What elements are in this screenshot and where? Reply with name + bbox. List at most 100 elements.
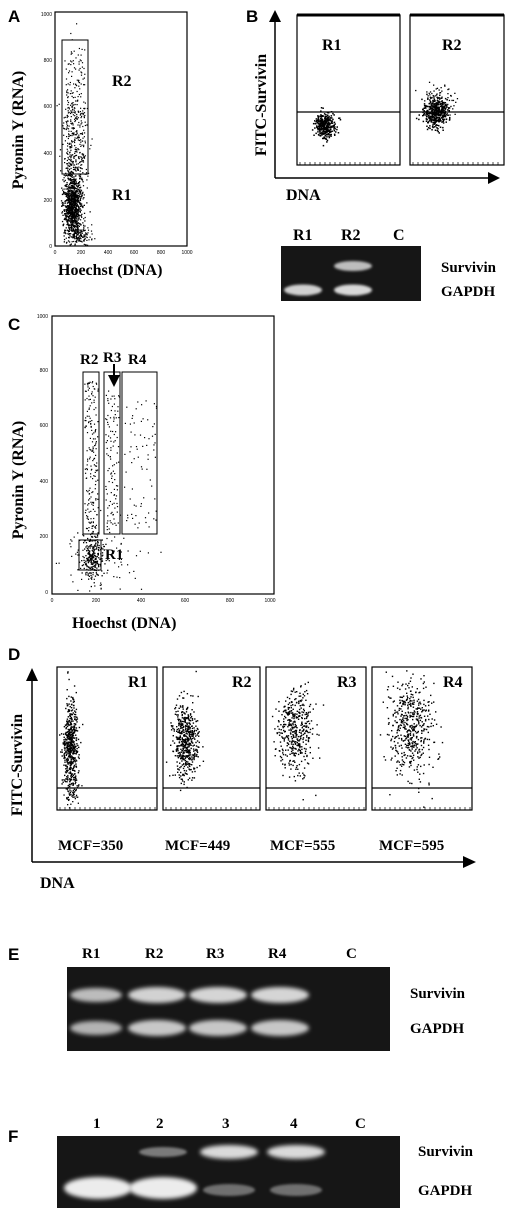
scatter-dot: [433, 97, 435, 99]
scatter-dot: [190, 725, 193, 727]
scatter-dot: [131, 417, 133, 419]
scatter-dot: [149, 479, 151, 481]
scatter-dot: [304, 713, 306, 716]
panel-b-gel-lane-label: R1: [293, 227, 313, 244]
scatter-dot: [66, 765, 68, 768]
scatter-dot: [283, 723, 286, 726]
scatter-dot: [282, 753, 285, 756]
scatter-dot: [75, 149, 77, 151]
scatter-dot: [116, 489, 118, 491]
scatter-dot: [63, 202, 65, 204]
scatter-dot: [65, 200, 67, 202]
scatter-dot: [195, 735, 197, 737]
scatter-dot: [397, 752, 399, 755]
scatter-dot: [72, 732, 75, 734]
scatter-dot: [67, 735, 70, 737]
scatter-dot: [296, 742, 298, 744]
scatter-dot: [140, 466, 143, 468]
scatter-dot: [316, 724, 318, 726]
scatter-dot: [87, 573, 89, 575]
scatter-dot: [197, 756, 199, 758]
scatter-dot: [74, 745, 77, 748]
scatter-dot: [73, 766, 75, 768]
scatter-dot: [418, 707, 421, 709]
scatter-dot: [89, 522, 91, 524]
scatter-dot: [77, 231, 79, 233]
scatter-dot: [81, 193, 83, 195]
scatter-dot: [72, 699, 75, 701]
scatter-dot: [91, 233, 93, 235]
scatter-dot: [433, 116, 436, 119]
scatter-dot: [91, 382, 93, 384]
scatter-dot: [66, 183, 68, 186]
scatter-dot: [403, 751, 405, 754]
scatter-dot: [68, 63, 70, 65]
scatter-dot: [437, 97, 440, 99]
scatter-dot: [67, 193, 69, 195]
scatter-dot: [76, 190, 79, 192]
scatter-dot: [72, 791, 74, 793]
scatter-dot: [95, 545, 97, 547]
scatter-dot: [394, 755, 396, 757]
scatter-dot: [423, 107, 425, 109]
scatter-dot: [403, 726, 406, 729]
scatter-dot: [145, 400, 147, 402]
scatter-dot: [402, 740, 405, 742]
scatter-dot: [182, 706, 184, 708]
scatter-dot: [420, 678, 422, 680]
scatter-dot: [181, 717, 184, 719]
scatter-dot: [77, 183, 79, 185]
scatter-dot: [68, 237, 70, 239]
scatter-dot: [422, 752, 424, 754]
scatter-dot: [77, 156, 80, 158]
scatter-dot: [70, 721, 72, 723]
scatter-dot: [72, 211, 74, 213]
scatter-dot: [399, 718, 401, 721]
scatter-dot: [67, 796, 69, 798]
scatter-dot: [82, 112, 84, 114]
scatter-dot: [86, 571, 88, 574]
scatter-dot: [295, 735, 297, 737]
scatter-dot: [74, 236, 76, 238]
scatter-dot: [306, 730, 308, 733]
scatter-dot: [290, 729, 292, 731]
scatter-dot: [69, 197, 71, 200]
scatter-dot: [72, 128, 74, 130]
scatter-dot: [76, 222, 78, 224]
scatter-dot: [421, 724, 424, 727]
scatter-dot: [449, 118, 451, 120]
scatter-dot: [175, 711, 177, 713]
scatter-dot: [70, 159, 72, 161]
scatter-dot: [423, 103, 426, 105]
scatter-dot: [68, 703, 70, 705]
scatter-dot: [83, 156, 85, 158]
scatter-dot: [80, 107, 82, 109]
scatter-dot: [328, 126, 330, 129]
scatter-dot: [67, 790, 69, 792]
scatter-dot: [105, 543, 107, 545]
scatter-dot: [404, 712, 407, 714]
scatter-dot: [401, 705, 403, 707]
scatter-dot: [88, 172, 90, 174]
scatter-dot: [326, 130, 328, 133]
scatter-dot: [65, 727, 67, 730]
scatter-dot: [293, 714, 295, 716]
scatter-dot: [174, 755, 177, 757]
scatter-dot: [67, 97, 69, 99]
scatter-dot: [411, 748, 413, 750]
scatter-dot: [74, 723, 77, 725]
scatter-dot: [92, 525, 94, 527]
scatter-dot: [407, 742, 409, 745]
scatter-dot: [439, 105, 442, 108]
scatter-dot: [72, 581, 74, 583]
scatter-dot: [444, 115, 447, 118]
scatter-dot: [73, 741, 75, 743]
scatter-dot: [433, 103, 435, 106]
scatter-dot: [86, 179, 88, 181]
scatter-dot: [61, 755, 63, 757]
scatter-dot: [436, 129, 439, 132]
scatter-dot: [95, 527, 97, 529]
scatter-dot: [77, 218, 79, 220]
scatter-dot: [86, 564, 88, 567]
scatter-dot: [437, 112, 440, 114]
